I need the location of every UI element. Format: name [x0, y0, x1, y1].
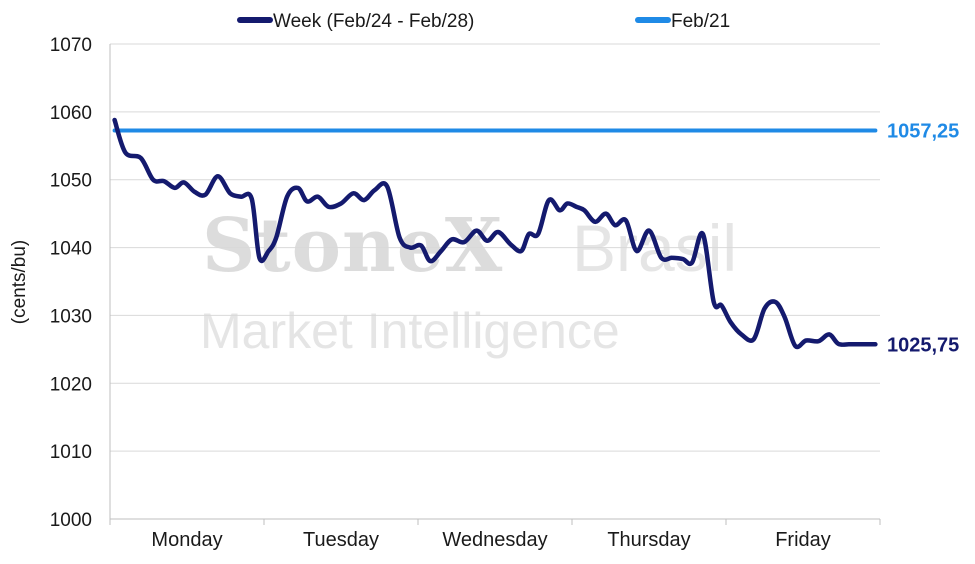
watermark-subtitle: Market Intelligence	[200, 303, 620, 359]
y-axis-title: (cents/bu)	[9, 240, 30, 324]
legend: Week (Feb/24 - Feb/28) Feb/21	[237, 11, 730, 32]
x-category-label: Thursday	[607, 529, 690, 551]
y-tick-label: 1040	[50, 239, 92, 260]
y-tick-label: 1050	[50, 171, 92, 192]
y-tick-label: 1060	[50, 103, 92, 124]
y-tick-label: 1000	[50, 510, 92, 531]
x-category-label: Monday	[151, 529, 222, 551]
end-label-week: 1025,75	[887, 334, 959, 356]
x-category-label: Wednesday	[442, 529, 547, 551]
y-tick-label: 1030	[50, 306, 92, 327]
series-line-week	[112, 117, 878, 350]
legend-label-week: Week (Feb/24 - Feb/28)	[273, 11, 474, 32]
x-category-label: Friday	[775, 529, 831, 551]
grid-lines	[110, 43, 880, 452]
x-category-label: Tuesday	[303, 529, 379, 551]
end-label-feb21: 1057,25	[887, 121, 959, 143]
axes	[109, 44, 881, 525]
y-tick-label: 1070	[50, 35, 92, 56]
labels: 1000 1010 1020 1030 1040 1050 1060 1070 Monday Tu…	[50, 35, 831, 551]
y-tick-label: 1010	[50, 442, 92, 463]
y-tick-label: 1020	[50, 374, 92, 395]
legend-label-feb21: Feb/21	[671, 11, 730, 32]
watermark-brand: StoneX	[202, 203, 503, 289]
series-lines	[112, 117, 878, 350]
